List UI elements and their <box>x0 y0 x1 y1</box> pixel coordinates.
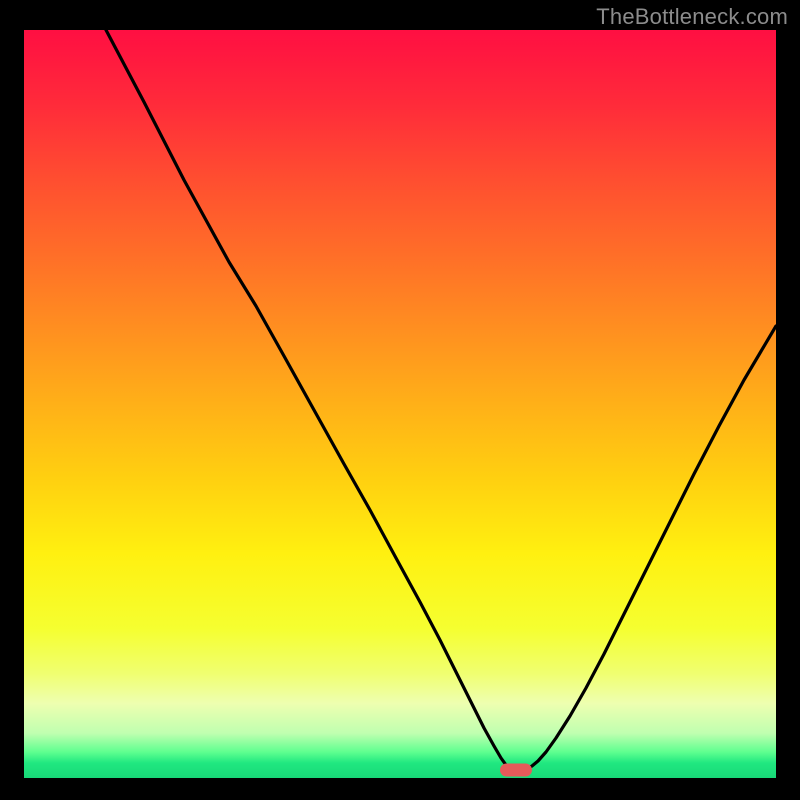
min-point-marker <box>500 764 532 777</box>
plot-background <box>24 30 776 778</box>
chart-container: TheBottleneck.com <box>0 0 800 800</box>
bottleneck-chart <box>24 30 776 778</box>
watermark-text: TheBottleneck.com <box>596 4 788 30</box>
